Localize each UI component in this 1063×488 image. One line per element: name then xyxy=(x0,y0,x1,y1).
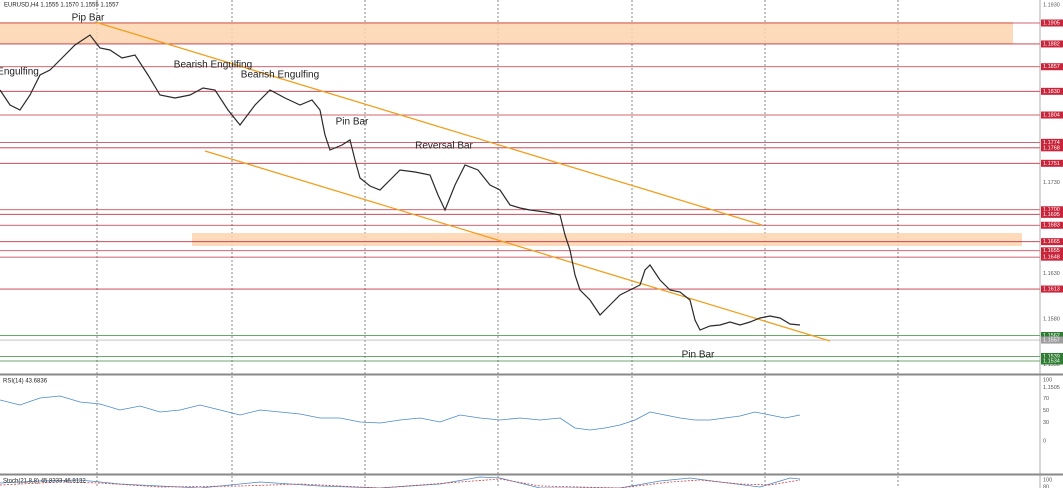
channel-top xyxy=(94,21,763,226)
level-tag xyxy=(1041,19,1063,27)
stoch-scale-label: 100 xyxy=(1043,477,1052,483)
rsi-scale-label: 70 xyxy=(1043,396,1049,402)
level-tag xyxy=(1041,352,1063,360)
level-label: 1.1774 xyxy=(1043,140,1060,146)
level-tag xyxy=(1041,63,1063,71)
pattern-annotation: Pin Bar xyxy=(336,117,369,128)
pattern-annotation: Engulfing xyxy=(0,67,39,78)
price-tick-label: 1.1730 xyxy=(1043,180,1060,186)
level-label: 1.1857 xyxy=(1043,64,1060,70)
level-tag xyxy=(1041,285,1063,293)
pattern-annotation: Pin Bar xyxy=(682,350,715,361)
level-label: 1.1557 xyxy=(1043,338,1060,344)
price-tick-label: 1.1580 xyxy=(1043,317,1060,323)
stoch-label: Stoch(21,8,8) 45.8333 46.8132 xyxy=(3,479,86,485)
level-tag xyxy=(1041,238,1063,246)
symbol-info: EURUSD,H4 1.1555 1.1570 1.1555 1.1557 xyxy=(4,3,119,9)
price-tick-label: 1.1930 xyxy=(1043,2,1060,8)
price-tick-label: 1.1630 xyxy=(1043,271,1060,277)
level-label: 1.1700 xyxy=(1043,207,1060,213)
level-label: 1.1751 xyxy=(1043,161,1060,167)
rsi-scale-label: 0 xyxy=(1043,438,1046,444)
level-label: 1.1539 xyxy=(1043,354,1060,360)
price-path xyxy=(0,34,801,331)
level-tag xyxy=(1041,144,1063,152)
level-tag xyxy=(1041,332,1063,340)
level-tag xyxy=(1041,138,1063,146)
pattern-annotation: Bearish Engulfing xyxy=(241,70,319,81)
level-label: 1.1562 xyxy=(1043,333,1060,339)
level-label: 1.1830 xyxy=(1043,89,1060,95)
level-label: 1.1768 xyxy=(1043,145,1060,151)
level-label: 1.1534 xyxy=(1043,358,1060,364)
rsi-line xyxy=(0,395,801,431)
rsi-scale-label: 100 xyxy=(1043,377,1052,383)
level-tag xyxy=(1041,336,1063,344)
level-label: 1.1695 xyxy=(1043,212,1060,218)
level-tag xyxy=(1041,253,1063,261)
level-label: 1.1683 xyxy=(1043,223,1060,229)
level-tag xyxy=(1041,206,1063,214)
level-label: 1.1665 xyxy=(1043,239,1060,245)
level-label: 1.1882 xyxy=(1043,41,1060,47)
demand-zone xyxy=(192,233,1022,246)
price-tick-label: 1.1505 xyxy=(1043,385,1060,391)
level-label: 1.1613 xyxy=(1043,286,1060,292)
level-tag xyxy=(1041,159,1063,167)
level-label: 1.1905 xyxy=(1043,20,1060,26)
channel-bottom xyxy=(204,150,831,342)
level-tag xyxy=(1041,40,1063,48)
level-tag xyxy=(1041,247,1063,255)
level-label: 1.1655 xyxy=(1043,248,1060,254)
level-tag xyxy=(1041,357,1063,365)
level-label: 1.1804 xyxy=(1043,112,1060,118)
level-tag xyxy=(1041,210,1063,218)
rsi-scale-label: 30 xyxy=(1043,420,1049,426)
stoch-signal xyxy=(0,478,801,488)
rsi-scale-label: 50 xyxy=(1043,408,1049,414)
pattern-annotation: Pip Bar xyxy=(72,13,105,24)
rsi-label: RSI(14) 43.6836 xyxy=(3,379,48,385)
stoch-scale-label: 80 xyxy=(1043,484,1049,488)
level-label: 1.1648 xyxy=(1043,255,1060,261)
pattern-annotation: Bearish Engulfing xyxy=(174,60,252,71)
supply-zone xyxy=(0,22,1013,44)
pattern-annotation: Reversal Bar xyxy=(415,141,473,152)
level-tag xyxy=(1041,111,1063,119)
level-tag xyxy=(1041,87,1063,95)
level-lines xyxy=(0,22,1040,362)
level-tag xyxy=(1041,221,1063,229)
price-tick-label: 1.1530 xyxy=(1043,362,1060,368)
